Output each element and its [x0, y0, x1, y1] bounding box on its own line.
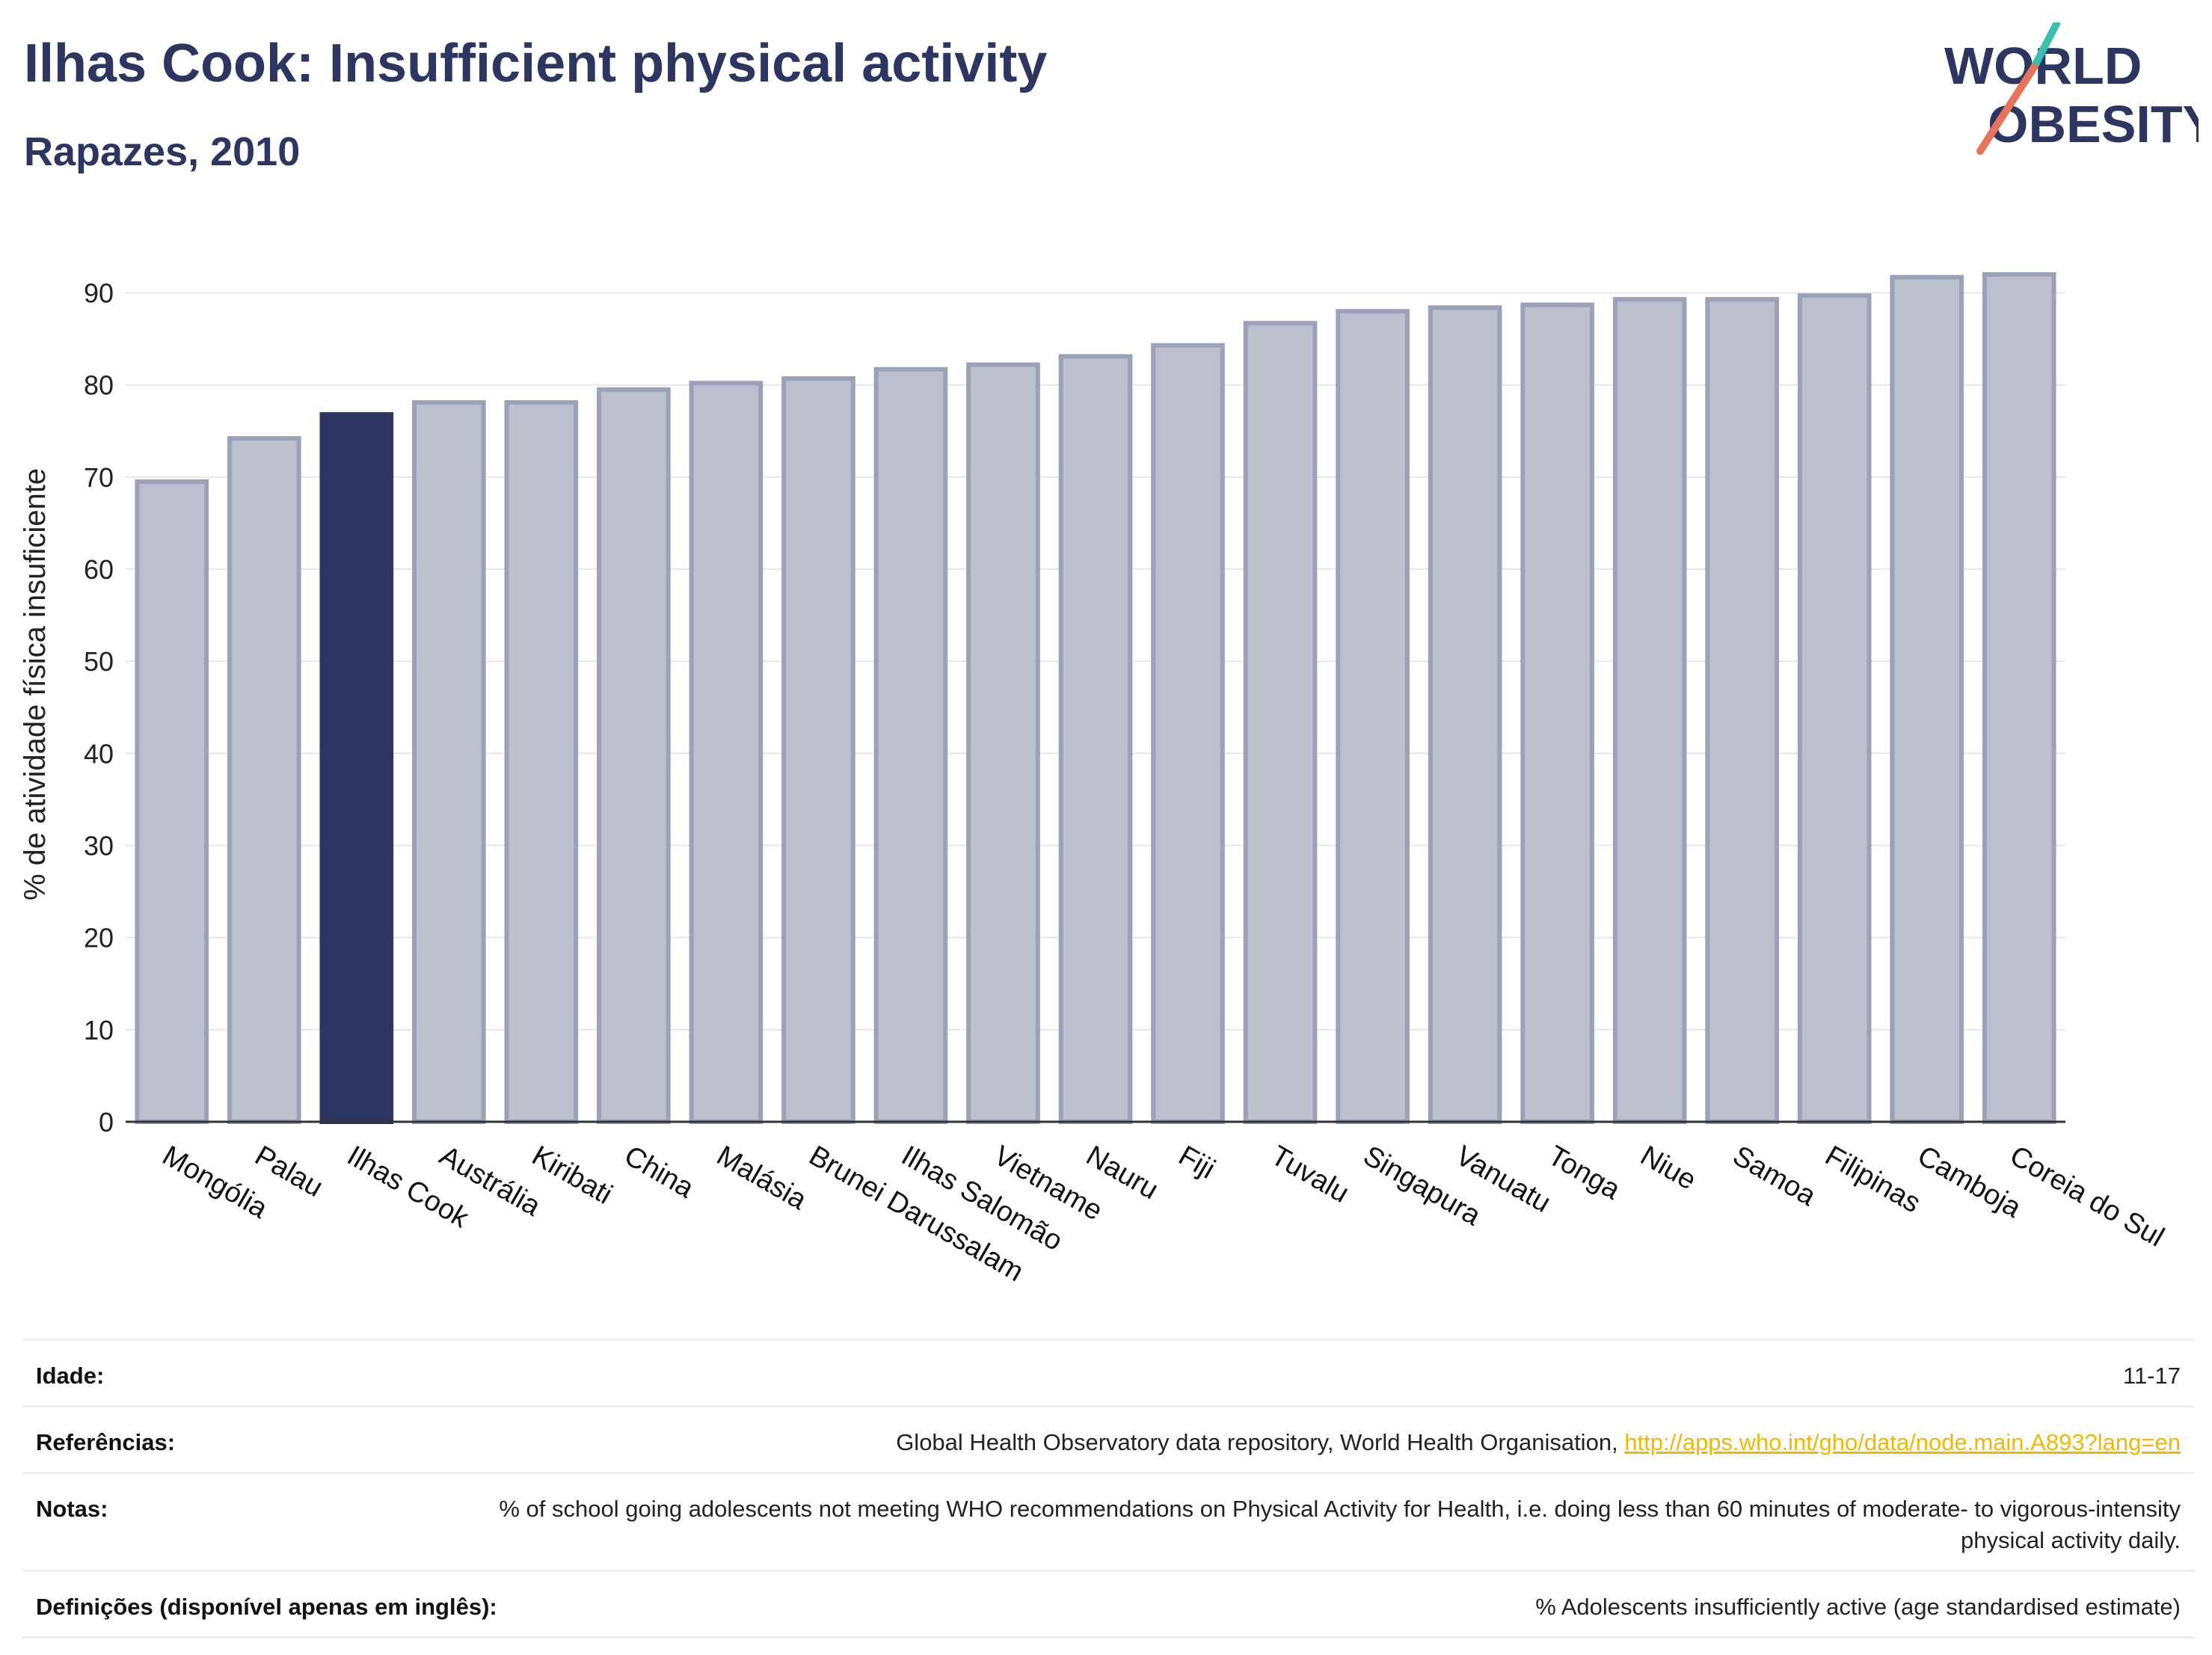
x-tick-label: Mongólia [157, 1140, 273, 1225]
meta-references-link[interactable]: http://apps.who.int/gho/data/node.main.A… [1624, 1429, 2181, 1455]
x-tick-label: Niue [1635, 1140, 1701, 1196]
chart-subtitle: Rapazes, 2010 [24, 129, 301, 174]
meta-notes-value: % of school going adolescents not meetin… [499, 1496, 2181, 1553]
y-tick-label: 60 [84, 554, 114, 585]
bar-mong-lia [135, 479, 209, 1124]
y-axis-label: % de atividade física insuficiente [19, 468, 52, 900]
bar-coreia-do-sul [1982, 271, 2056, 1124]
bar-singapura [1336, 309, 1410, 1124]
y-tick-label: 50 [84, 646, 114, 677]
meta-definitions-label: Definições (disponível apenas em inglês)… [36, 1594, 497, 1620]
x-tick-label: Malásia [711, 1140, 812, 1216]
y-tick-label: 70 [84, 462, 114, 493]
y-tick-label: 20 [84, 923, 114, 954]
bar-austr-lia [412, 400, 486, 1124]
bar-ilhas-cook [319, 412, 394, 1124]
meta-age-label: Idade: [36, 1363, 105, 1389]
y-tick-labels: 0 10 20 30 40 50 60 70 80 90 [84, 278, 114, 1137]
x-tick-label: China [619, 1140, 700, 1204]
bar-nauru [1058, 354, 1133, 1124]
bar-brunei-darussalam [781, 376, 855, 1124]
bar-niue [1612, 297, 1687, 1125]
meta-age-value: 11-17 [2123, 1363, 2181, 1389]
logo-slash-coral [1976, 64, 2038, 155]
y-tick-label: 40 [84, 738, 114, 769]
meta-row-age: Idade: 11-17 [22, 1339, 2194, 1405]
meta-row-notes: Notas: % of school going adolescents not… [22, 1472, 2194, 1570]
bar-china [597, 387, 671, 1124]
bar-mal-sia [689, 381, 764, 1124]
x-tick-label: Tonga [1543, 1140, 1626, 1206]
x-tick-label: Coreia do Sul [2005, 1140, 2169, 1253]
x-tick-label: Filipinas [1819, 1140, 1926, 1219]
meta-references-label: Referências: [36, 1429, 176, 1455]
world-obesity-logo: WORLD OBESITY [1944, 22, 2199, 155]
x-tick-label: Samoa [1727, 1140, 1822, 1212]
y-tick-label: 0 [99, 1107, 114, 1137]
bar-vanuatu [1428, 305, 1502, 1125]
bar-ilhas-salom-o [873, 366, 948, 1124]
bar-tuvalu [1243, 321, 1318, 1124]
y-tick-label: 80 [84, 370, 114, 401]
bar-camboja [1890, 274, 1964, 1125]
x-tick-label: Fiji [1173, 1140, 1220, 1185]
meta-references-text: Global Health Observatory data repositor… [896, 1429, 1625, 1455]
metadata-table: Idade: 11-17 Referências: Global Health … [22, 1339, 2194, 1639]
logo-slash-teal [2030, 22, 2060, 71]
x-tick-label: Camboja [1912, 1140, 2027, 1224]
bar-samoa [1705, 297, 1779, 1125]
logo-text-obesity: OBESITY [1988, 95, 2199, 153]
bar-fiji [1151, 343, 1225, 1125]
bar-vietname [966, 362, 1040, 1125]
meta-row-definitions: Definições (disponível apenas em inglês)… [22, 1570, 2194, 1639]
y-tick-label: 90 [84, 278, 114, 309]
meta-definitions-value: % Adolescents insufficiently active (age… [1535, 1594, 2181, 1620]
bar-palau [227, 436, 301, 1124]
chart-title: Ilhas Cook: Insufficient physical activi… [24, 34, 1048, 93]
meta-notes-label: Notas: [36, 1496, 108, 1522]
bar-tonga [1520, 302, 1594, 1124]
bar-filipinas [1797, 293, 1872, 1124]
y-tick-label: 30 [84, 831, 114, 862]
bars [135, 271, 2056, 1125]
bar-kiribati [504, 400, 579, 1124]
x-tick-label: Tuvalu [1265, 1140, 1354, 1209]
y-tick-label: 10 [84, 1015, 114, 1045]
meta-row-references: Referências: Global Health Observatory d… [22, 1405, 2194, 1472]
meta-references-value: Global Health Observatory data repositor… [896, 1427, 2181, 1458]
